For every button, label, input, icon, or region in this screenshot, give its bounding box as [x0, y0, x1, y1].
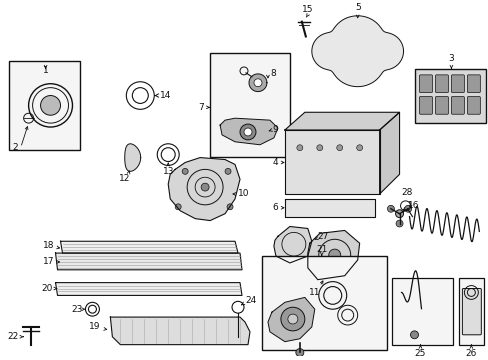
- Polygon shape: [168, 158, 240, 221]
- Circle shape: [356, 145, 362, 151]
- Text: 26: 26: [465, 348, 476, 357]
- Polygon shape: [273, 226, 311, 263]
- Text: 3: 3: [447, 54, 453, 63]
- FancyBboxPatch shape: [210, 53, 289, 157]
- Text: 19: 19: [89, 323, 100, 332]
- Polygon shape: [285, 130, 379, 194]
- Circle shape: [41, 95, 61, 115]
- Circle shape: [253, 79, 262, 87]
- Polygon shape: [307, 230, 359, 280]
- Text: 25: 25: [414, 348, 426, 357]
- FancyBboxPatch shape: [414, 69, 486, 123]
- Circle shape: [295, 348, 303, 356]
- Circle shape: [296, 145, 302, 151]
- Circle shape: [316, 145, 322, 151]
- Text: 21: 21: [315, 245, 327, 254]
- FancyBboxPatch shape: [467, 96, 479, 114]
- Text: 14: 14: [160, 91, 171, 100]
- Text: 17: 17: [43, 257, 55, 266]
- Circle shape: [182, 168, 188, 174]
- Circle shape: [386, 205, 394, 212]
- Polygon shape: [379, 112, 399, 194]
- Circle shape: [328, 249, 340, 261]
- FancyBboxPatch shape: [467, 75, 479, 93]
- Text: 8: 8: [269, 69, 275, 78]
- Text: 4: 4: [272, 158, 277, 167]
- Circle shape: [224, 168, 230, 174]
- Text: 11: 11: [308, 288, 320, 297]
- Circle shape: [201, 183, 209, 191]
- Text: 28: 28: [401, 188, 412, 197]
- FancyBboxPatch shape: [9, 61, 81, 150]
- Polygon shape: [56, 283, 242, 296]
- Text: 6: 6: [272, 203, 277, 212]
- Circle shape: [404, 205, 411, 212]
- FancyBboxPatch shape: [450, 75, 464, 93]
- Text: 7: 7: [198, 103, 203, 112]
- Polygon shape: [110, 317, 249, 345]
- Circle shape: [395, 210, 403, 218]
- FancyBboxPatch shape: [262, 256, 386, 350]
- Text: 5: 5: [354, 3, 360, 12]
- FancyBboxPatch shape: [419, 96, 431, 114]
- Circle shape: [395, 220, 402, 227]
- Text: 9: 9: [271, 126, 277, 135]
- Polygon shape: [267, 297, 314, 342]
- Circle shape: [410, 331, 418, 339]
- Text: 20: 20: [41, 284, 52, 293]
- Circle shape: [336, 145, 342, 151]
- Text: 18: 18: [43, 241, 55, 250]
- Text: 27: 27: [317, 232, 328, 241]
- Text: 16: 16: [407, 201, 418, 210]
- FancyBboxPatch shape: [435, 96, 447, 114]
- FancyBboxPatch shape: [435, 75, 447, 93]
- Polygon shape: [248, 74, 266, 91]
- Text: 1: 1: [42, 66, 48, 75]
- Text: 24: 24: [244, 296, 256, 305]
- Circle shape: [287, 314, 297, 324]
- FancyBboxPatch shape: [391, 278, 452, 345]
- Polygon shape: [124, 144, 141, 171]
- Text: 2: 2: [13, 143, 18, 152]
- FancyBboxPatch shape: [419, 75, 431, 93]
- Polygon shape: [61, 241, 238, 253]
- Circle shape: [244, 128, 251, 136]
- Text: 13: 13: [162, 167, 174, 176]
- Text: 12: 12: [119, 174, 130, 183]
- Circle shape: [226, 204, 233, 210]
- Polygon shape: [220, 118, 277, 145]
- FancyBboxPatch shape: [450, 96, 464, 114]
- Text: 23: 23: [71, 305, 82, 314]
- Circle shape: [280, 307, 304, 331]
- Text: 22: 22: [7, 332, 19, 341]
- Text: 10: 10: [238, 189, 249, 198]
- Polygon shape: [285, 199, 374, 217]
- Text: 15: 15: [302, 5, 313, 14]
- Circle shape: [240, 124, 255, 140]
- Polygon shape: [311, 16, 403, 87]
- FancyBboxPatch shape: [462, 288, 480, 335]
- Polygon shape: [56, 253, 242, 270]
- Circle shape: [175, 204, 181, 210]
- Polygon shape: [285, 112, 399, 130]
- FancyBboxPatch shape: [458, 278, 483, 345]
